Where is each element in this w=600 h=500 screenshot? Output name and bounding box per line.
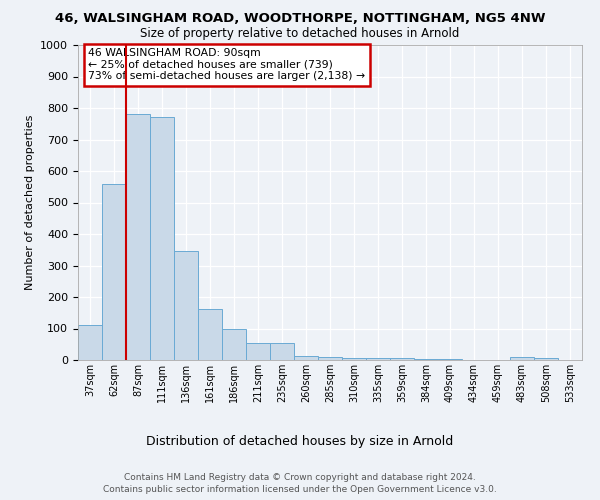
Bar	[294, 356, 318, 360]
Text: Contains HM Land Registry data © Crown copyright and database right 2024.: Contains HM Land Registry data © Crown c…	[124, 472, 476, 482]
Bar	[198, 308, 222, 360]
Bar	[78, 326, 102, 360]
Text: Size of property relative to detached houses in Arnold: Size of property relative to detached ho…	[140, 28, 460, 40]
Bar	[246, 344, 270, 360]
Y-axis label: Number of detached properties: Number of detached properties	[25, 115, 35, 290]
Bar	[438, 359, 462, 360]
Text: Distribution of detached houses by size in Arnold: Distribution of detached houses by size …	[146, 435, 454, 448]
Bar	[102, 184, 126, 360]
Bar	[150, 118, 174, 360]
Text: 46 WALSINGHAM ROAD: 90sqm
← 25% of detached houses are smaller (739)
73% of semi: 46 WALSINGHAM ROAD: 90sqm ← 25% of detac…	[88, 48, 365, 82]
Bar	[174, 252, 198, 360]
Bar	[222, 330, 246, 360]
Bar	[414, 358, 438, 360]
Bar	[534, 358, 558, 360]
Bar	[342, 358, 366, 360]
Bar	[390, 358, 414, 360]
Text: Contains public sector information licensed under the Open Government Licence v3: Contains public sector information licen…	[103, 485, 497, 494]
Bar	[270, 344, 294, 360]
Text: 46, WALSINGHAM ROAD, WOODTHORPE, NOTTINGHAM, NG5 4NW: 46, WALSINGHAM ROAD, WOODTHORPE, NOTTING…	[55, 12, 545, 26]
Bar	[366, 358, 390, 360]
Bar	[126, 114, 150, 360]
Bar	[510, 357, 534, 360]
Bar	[318, 356, 342, 360]
